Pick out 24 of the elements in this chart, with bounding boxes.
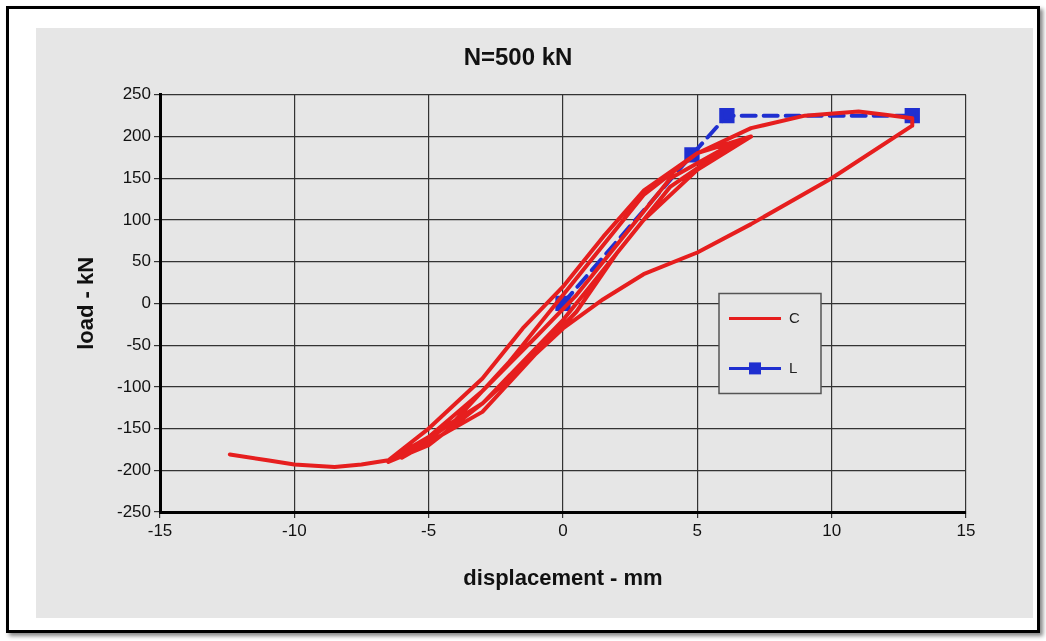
y-tick-label: 50	[132, 251, 151, 271]
x-tick-label: -15	[147, 520, 173, 540]
y-tick-label: -200	[116, 459, 151, 479]
legend-label: C	[789, 308, 800, 326]
x-tick-label: -10	[282, 520, 307, 540]
y-tick-label: 150	[122, 167, 151, 187]
chart-title: N=500 kN	[463, 43, 573, 71]
y-tick-label: 100	[122, 209, 151, 229]
y-tick-label: 0	[141, 293, 151, 313]
x-tick-label: -5	[421, 520, 437, 540]
y-tick-label: -100	[116, 376, 151, 396]
legend-label: L	[789, 358, 798, 376]
y-tick-label: -150	[116, 418, 151, 438]
y-tick-label: -50	[126, 334, 151, 354]
point	[719, 108, 735, 124]
x-axis-title: displacement - mm	[463, 564, 663, 590]
x-tick-label: 5	[692, 520, 703, 540]
x-tick-label: 10	[822, 520, 842, 540]
y-tick-label: -250	[116, 501, 151, 521]
x-tick-label: 15	[956, 520, 976, 540]
y-tick-label: 200	[122, 126, 151, 146]
x-tick-label: 0	[558, 520, 568, 540]
y-axis-title: load - kN	[73, 256, 99, 350]
y-tick-label: 250	[122, 84, 151, 104]
